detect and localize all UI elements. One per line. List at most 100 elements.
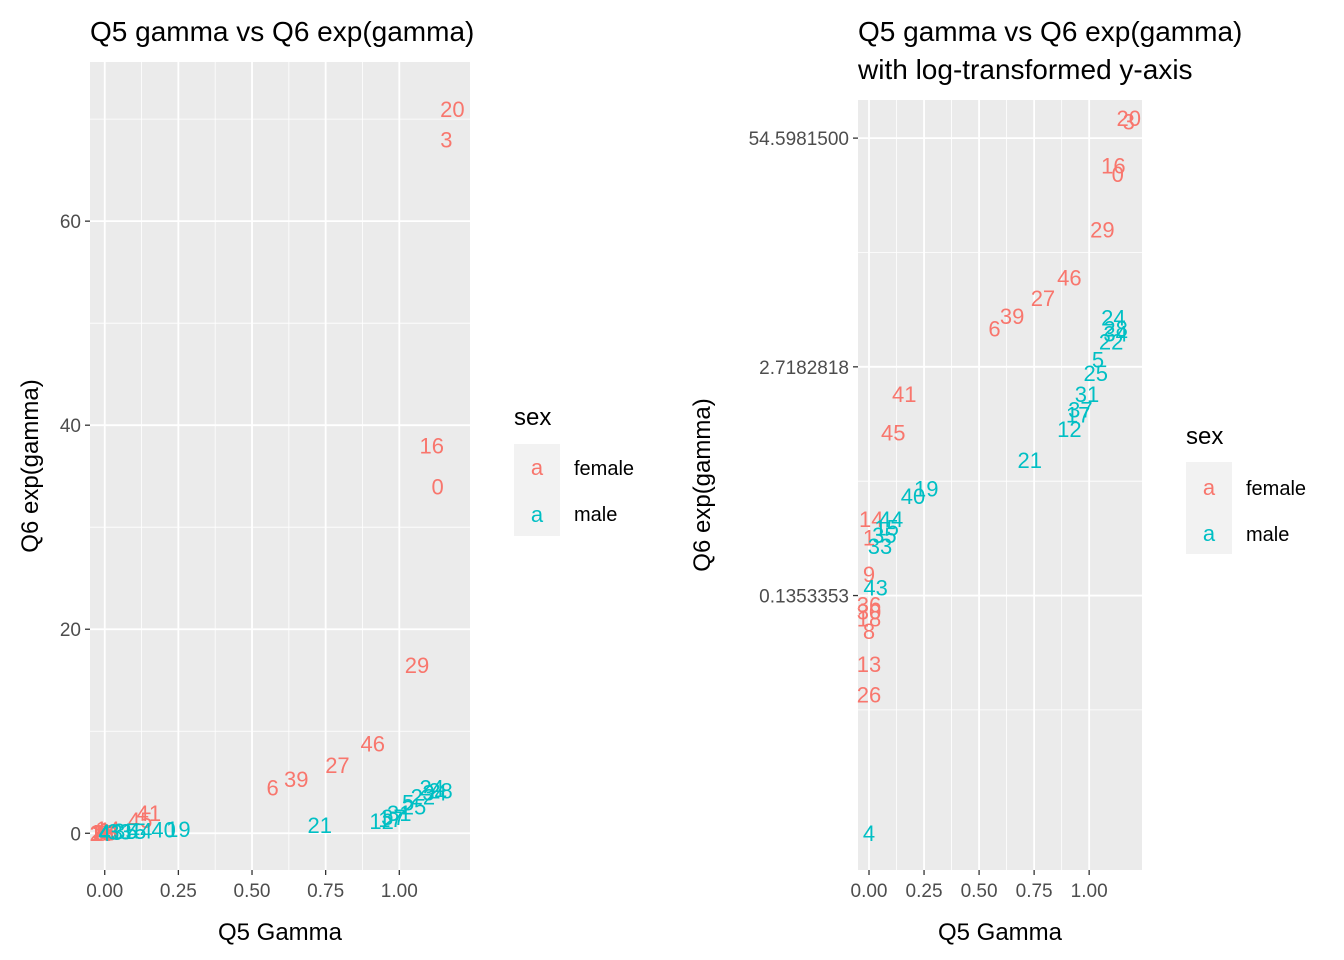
- point-label-19: 19: [166, 817, 190, 842]
- point-label-14: 14: [859, 507, 883, 532]
- point-label-44: 44: [128, 819, 152, 844]
- chart-right-x-axis: 0.00 0.25 0.50 0.75 1.00: [851, 870, 1108, 902]
- y-tick-label: 40: [60, 416, 81, 437]
- point-label-45: 45: [128, 808, 152, 833]
- x-tick-label: 1.00: [381, 881, 418, 902]
- point-label-16: 16: [419, 434, 443, 459]
- point-label-24: 24: [419, 775, 443, 800]
- point-label-41: 41: [892, 382, 916, 407]
- chart-right-legend-title: sex: [1186, 423, 1223, 450]
- legend-label-male: male: [574, 504, 617, 526]
- chart-right-x-axis-title: Q5 Gamma: [938, 919, 1063, 946]
- chart-left-y-axis-title: Q6 exp(gamma): [17, 379, 44, 552]
- point-label-26: 26: [90, 821, 114, 846]
- point-label-8: 8: [96, 821, 108, 846]
- point-label-46: 46: [1057, 265, 1081, 290]
- point-label-18: 18: [90, 820, 114, 845]
- point-label-35: 35: [113, 819, 137, 844]
- legend-key-female-right: a: [1203, 475, 1216, 500]
- chart-right-y-axis-title: Q6 exp(gamma): [689, 398, 716, 571]
- point-label-12: 12: [369, 809, 393, 834]
- point-label-44: 44: [879, 507, 903, 532]
- point-label-45: 45: [881, 420, 905, 445]
- x-tick-label: 0.75: [1016, 881, 1053, 902]
- point-label-28: 28: [1103, 316, 1127, 341]
- chart-right-major-grid: [858, 100, 1142, 870]
- chart-left-major-grid: [90, 62, 470, 870]
- chart-right-minor-grid: [858, 100, 1142, 870]
- legend-key-male-right: a: [1203, 521, 1216, 546]
- point-label-43: 43: [98, 820, 122, 845]
- point-label-36: 36: [857, 593, 881, 618]
- point-label-0: 0: [431, 474, 443, 499]
- point-label-9: 9: [99, 819, 111, 844]
- point-label-41: 41: [137, 801, 161, 826]
- point-label-12: 12: [1057, 417, 1081, 442]
- legend-key-bg-male-right: [1186, 508, 1232, 554]
- point-label-40: 40: [901, 484, 925, 509]
- legend-key-female: a: [531, 455, 544, 480]
- chart-left-points: 2031602946273964145141936301881326242834…: [90, 97, 465, 846]
- x-tick-label: 1.00: [1071, 881, 1108, 902]
- legend-key-male: a: [531, 502, 544, 527]
- point-label-33: 33: [107, 819, 131, 844]
- point-label-31: 31: [387, 801, 411, 826]
- point-label-17: 17: [1066, 403, 1090, 428]
- chart-right-y-axis: 0.1353353 2.7182818 54.5981500: [749, 129, 858, 608]
- x-tick-label: 0.50: [961, 881, 998, 902]
- point-label-21: 21: [1017, 448, 1041, 473]
- point-label-16: 16: [1101, 154, 1125, 179]
- point-label-34: 34: [1103, 322, 1127, 347]
- point-label-20: 20: [1117, 106, 1141, 131]
- point-label-6: 6: [988, 316, 1000, 341]
- point-label-34: 34: [422, 780, 446, 805]
- x-tick-label: 0.75: [307, 881, 344, 902]
- point-label-18: 18: [857, 607, 881, 632]
- point-label-3: 3: [440, 128, 452, 153]
- point-label-43: 43: [863, 576, 887, 601]
- point-label-27: 27: [325, 753, 349, 778]
- chart-left-x-axis: 0.00 0.25 0.50 0.75 1.00: [86, 870, 418, 902]
- point-label-31: 31: [1075, 382, 1099, 407]
- chart-left-panel: [90, 62, 470, 870]
- chart-right-points: 2031602946273964145141936301881326242834…: [857, 106, 1141, 846]
- y-tick-label: 20: [60, 620, 81, 641]
- x-tick-label: 0.25: [906, 881, 943, 902]
- point-label-22: 22: [411, 785, 435, 810]
- point-label-28: 28: [428, 778, 452, 803]
- point-label-29: 29: [405, 653, 429, 678]
- point-label-46: 46: [361, 731, 385, 756]
- point-label-1: 1: [99, 818, 111, 843]
- legend-label-female-right: female: [1246, 478, 1306, 500]
- point-label-6: 6: [267, 775, 279, 800]
- point-label-9: 9: [863, 562, 875, 587]
- chart-right-legend: sex a female a male: [1186, 423, 1306, 554]
- point-label-33: 33: [868, 534, 892, 559]
- chart-left: Q5 gamma vs Q6 exp(gamma) 20316029462739…: [17, 16, 474, 946]
- point-label-35: 35: [872, 523, 896, 548]
- x-tick-label: 0.00: [851, 881, 888, 902]
- point-label-30: 30: [857, 599, 881, 624]
- chart-left-legend: sex a female a male: [514, 404, 634, 536]
- point-label-0: 0: [1112, 162, 1124, 187]
- legend-key-bg-female-right: [1186, 462, 1232, 508]
- point-label-15: 15: [874, 516, 898, 541]
- x-tick-label: 0.00: [86, 881, 123, 902]
- point-label-15: 15: [122, 819, 146, 844]
- y-tick-label: 54.5981500: [749, 129, 849, 150]
- point-label-37: 37: [381, 805, 405, 830]
- point-label-39: 39: [1000, 304, 1024, 329]
- legend-label-female: female: [574, 458, 634, 480]
- chart-right-panel: [858, 100, 1142, 870]
- chart-right-title-line-2: with log-transformed y-axis: [857, 54, 1193, 85]
- point-label-30: 30: [92, 820, 116, 845]
- point-label-17: 17: [378, 807, 402, 832]
- point-label-26: 26: [857, 682, 881, 707]
- x-tick-label: 0.50: [234, 881, 271, 902]
- y-tick-label: 0.1353353: [759, 587, 849, 608]
- point-label-4: 4: [99, 821, 111, 846]
- point-label-20: 20: [440, 97, 464, 122]
- point-label-5: 5: [1092, 347, 1104, 372]
- y-tick-label: 0: [70, 824, 81, 845]
